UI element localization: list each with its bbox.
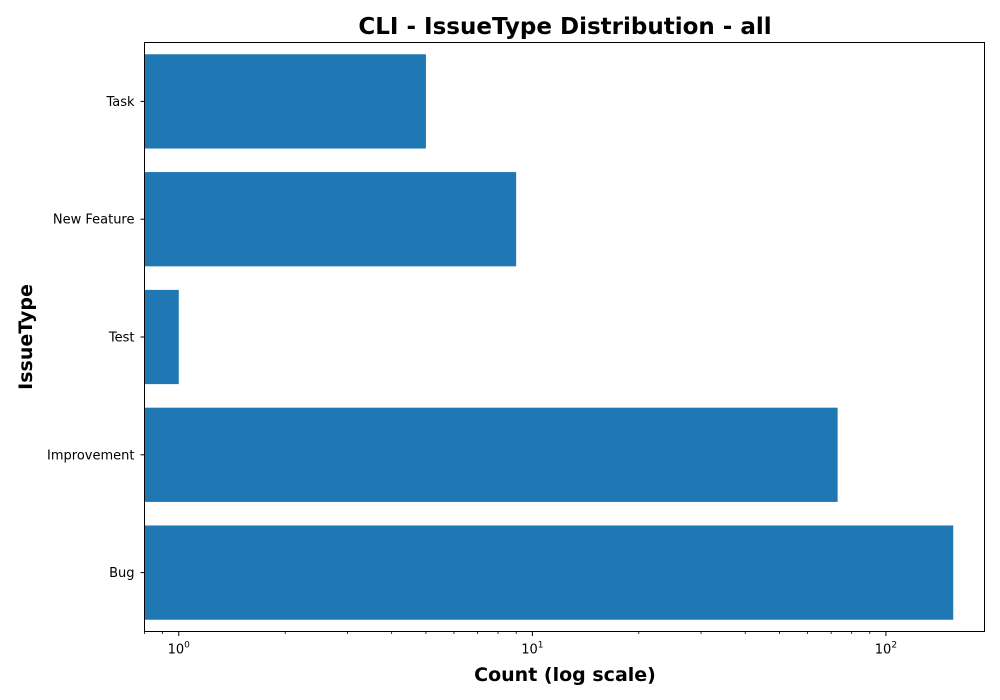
x-tick-label: 100 <box>168 641 191 658</box>
bar-improvement <box>144 407 838 502</box>
bar-task <box>144 54 426 149</box>
x-tick-label: 102 <box>875 641 897 658</box>
chart-title: CLI - IssueType Distribution - all <box>358 14 771 40</box>
x-ticks: 100 101 102 <box>144 631 897 658</box>
y-tick-label-test: Test <box>108 331 135 346</box>
bar-new-feature <box>144 172 517 267</box>
bar-bug <box>144 525 954 620</box>
y-tick-label-new-feature: New Feature <box>53 213 135 228</box>
y-tick-label-bug: Bug <box>109 566 134 581</box>
y-axis-label: IssueType <box>15 284 37 390</box>
y-tick-label-task: Task <box>105 95 135 110</box>
bars-layer <box>144 54 954 620</box>
y-tick-label-improvement: Improvement <box>47 448 134 463</box>
x-axis-label: Count (log scale) <box>474 664 656 686</box>
y-ticks: Bug Improvement Test New Feature Task <box>47 95 145 581</box>
bar-test <box>144 289 179 385</box>
x-tick-label: 101 <box>521 641 543 658</box>
